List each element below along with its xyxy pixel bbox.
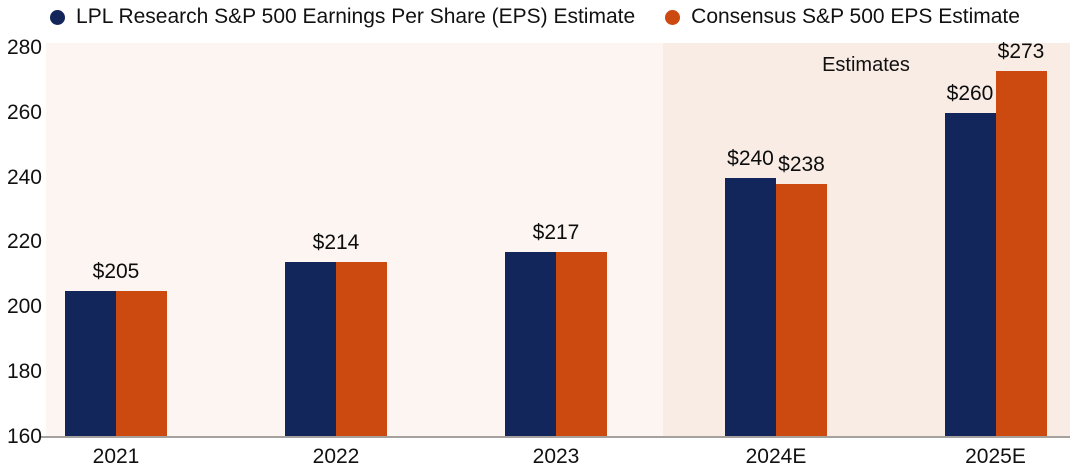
bar-2025E-lpl: [944, 113, 996, 437]
y-tick-label: 200: [6, 295, 42, 319]
bar-2023-lpl: [505, 252, 556, 437]
legend: LPL Research S&P 500 Earnings Per Share …: [0, 5, 1070, 29]
y-tick-label: 260: [6, 100, 42, 124]
y-tick-label: 220: [6, 230, 42, 254]
bar-value-label: $240: [727, 147, 774, 170]
bar-value-label: $214: [312, 231, 360, 254]
y-tick-label: 180: [6, 360, 42, 384]
x-axis-line: [40, 436, 1070, 438]
legend-item-consensus: Consensus S&P 500 EPS Estimate: [665, 5, 1020, 29]
bar-value-label: $217: [532, 221, 580, 244]
bar-2022-consensus: [336, 262, 387, 437]
y-tick-label: 160: [6, 424, 42, 448]
bar-value-label: $273: [997, 40, 1045, 63]
plot-area: Estimates $205 $214 $217 $240 $238 $260 $273: [46, 40, 1070, 437]
x-tick-label: 2023: [532, 445, 580, 468]
y-tick-label: 240: [6, 165, 42, 189]
bar-2021-consensus: [116, 291, 167, 437]
bar-value-label: $205: [92, 260, 140, 283]
bar-value-label: $238: [778, 153, 825, 176]
x-tick-label: 2024E: [745, 445, 807, 468]
legend-label: LPL Research S&P 500 Earnings Per Share …: [76, 5, 636, 28]
y-tick-label: 280: [6, 36, 42, 59]
legend-dot-icon: [665, 9, 681, 25]
x-tick-label: 2021: [92, 445, 140, 468]
legend-label: Consensus S&P 500 EPS Estimate: [691, 5, 1020, 28]
bar-value-label: $260: [946, 82, 994, 105]
x-tick-label: 2022: [312, 445, 360, 468]
bar-2023-consensus: [556, 252, 607, 437]
bar-2024E-lpl: [725, 178, 776, 437]
bar-2025E-consensus: [995, 71, 1047, 437]
legend-item-lpl: LPL Research S&P 500 Earnings Per Share …: [50, 5, 635, 29]
x-tick-label: 2025E: [965, 445, 1026, 468]
estimates-label: Estimates: [822, 54, 910, 76]
bar-2024E-consensus: [776, 184, 827, 437]
legend-dot-icon: [50, 9, 66, 25]
bar-2021-lpl: [65, 291, 116, 437]
bar-2022-lpl: [285, 262, 336, 437]
